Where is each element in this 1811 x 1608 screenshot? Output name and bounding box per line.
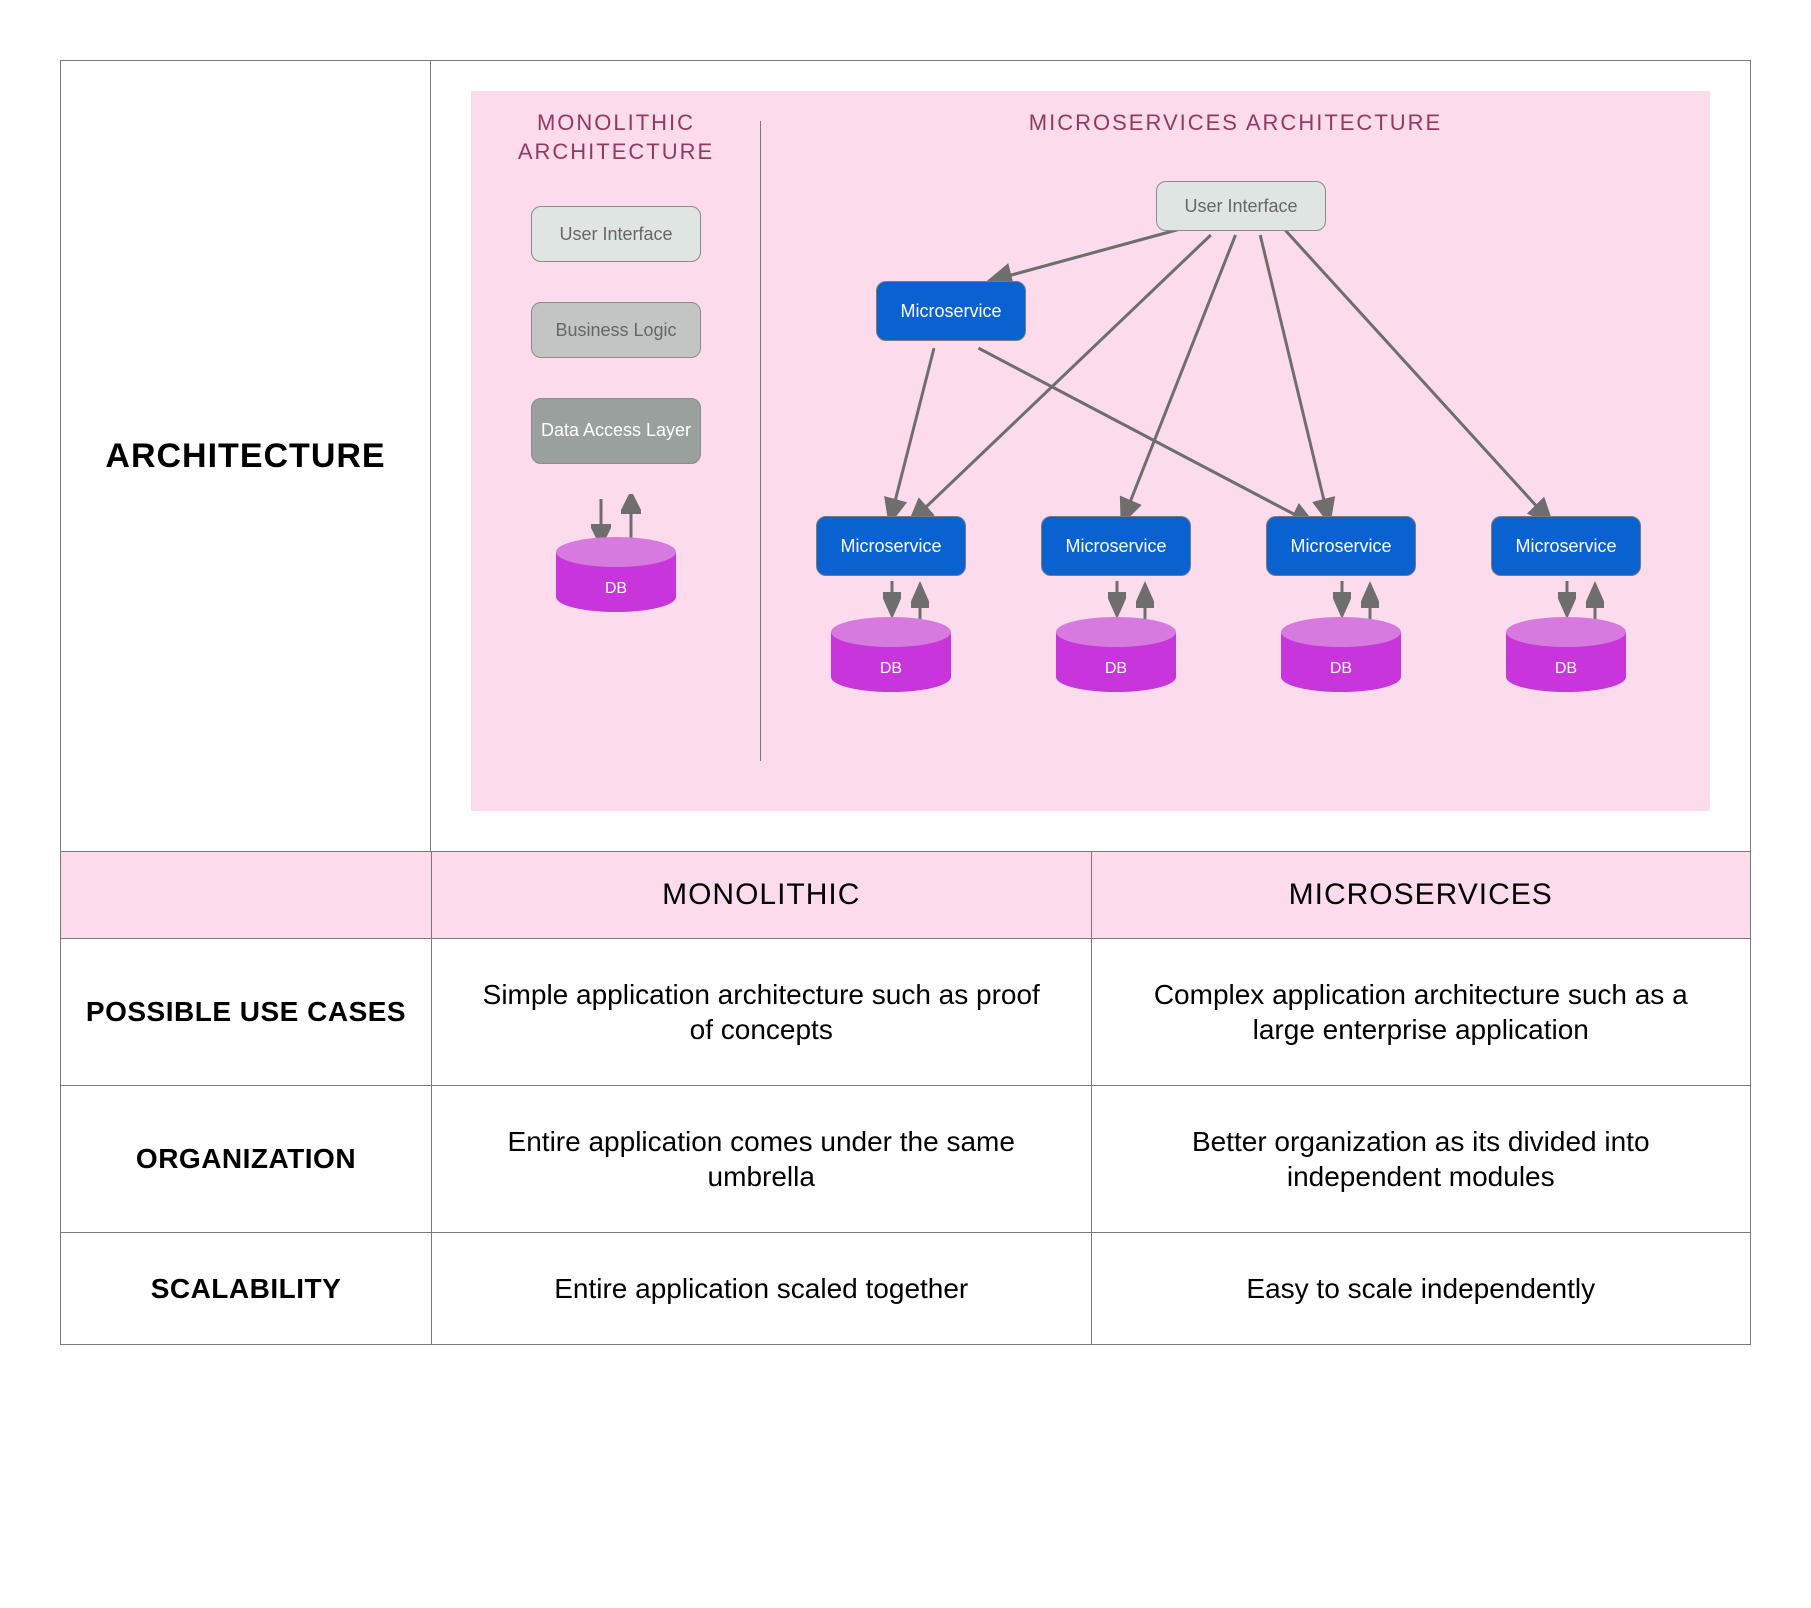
architecture-diagram-cell: MONOLITHIC ARCHITECTURE User Interface B… bbox=[431, 61, 1750, 851]
table-cell-monolithic: Simple application architecture such as … bbox=[431, 939, 1091, 1085]
table-header-monolithic: MONOLITHIC bbox=[431, 852, 1091, 938]
microservice-box-3: Microservice bbox=[1266, 516, 1416, 576]
microservice-db-2-label: DB bbox=[1105, 660, 1127, 678]
monolithic-bl-box: Business Logic bbox=[531, 302, 701, 358]
monolithic-db-wrap: DB bbox=[556, 504, 676, 612]
microservice-db-3: DB bbox=[1281, 632, 1401, 692]
microservice-box-1: Microservice bbox=[816, 516, 966, 576]
table-header-row: MONOLITHIC MICROSERVICES bbox=[61, 852, 1750, 939]
microservice-box-2: Microservice bbox=[1041, 516, 1191, 576]
table-row-label: ORGANIZATION bbox=[61, 1086, 431, 1232]
table-row: SCALABILITY Entire application scaled to… bbox=[61, 1233, 1750, 1344]
microservice-db-1: DB bbox=[831, 632, 951, 692]
table-cell-microservices: Better organization as its divided into … bbox=[1091, 1086, 1751, 1232]
microservice-db-3-label: DB bbox=[1330, 660, 1352, 678]
microservice-db-4: DB bbox=[1506, 632, 1626, 692]
table-cell-microservices: Easy to scale independently bbox=[1091, 1233, 1751, 1344]
comparison-container: ARCHITECTURE MONOLITHIC ARCHITECTURE Use… bbox=[60, 60, 1751, 1345]
microservices-ui-box: User Interface bbox=[1156, 181, 1326, 231]
table-cell-microservices: Complex application architecture such as… bbox=[1091, 939, 1751, 1085]
microservice-db-4-label: DB bbox=[1555, 660, 1577, 678]
monolithic-db: DB bbox=[556, 552, 676, 612]
table-row: ORGANIZATION Entire application comes un… bbox=[61, 1086, 1750, 1233]
monolithic-title: MONOLITHIC ARCHITECTURE bbox=[491, 109, 741, 166]
microservice-box-top: Microservice bbox=[876, 281, 1026, 341]
monolithic-da-box: Data Access Layer bbox=[531, 398, 701, 464]
monolithic-ui-box: User Interface bbox=[531, 206, 701, 262]
monolithic-panel: MONOLITHIC ARCHITECTURE User Interface B… bbox=[471, 91, 761, 811]
microservice-db-2: DB bbox=[1056, 632, 1176, 692]
microservices-panel: MICROSERVICES ARCHITECTURE bbox=[761, 91, 1710, 811]
table-cell-monolithic: Entire application scaled together bbox=[431, 1233, 1091, 1344]
table-row: POSSIBLE USE CASES Simple application ar… bbox=[61, 939, 1750, 1086]
microservices-title: MICROSERVICES ARCHITECTURE bbox=[781, 109, 1690, 138]
architecture-row-label: ARCHITECTURE bbox=[61, 61, 431, 851]
table-row-label: POSSIBLE USE CASES bbox=[61, 939, 431, 1085]
architecture-row: ARCHITECTURE MONOLITHIC ARCHITECTURE Use… bbox=[61, 61, 1750, 852]
microservice-box-4: Microservice bbox=[1491, 516, 1641, 576]
table-row-label: SCALABILITY bbox=[61, 1233, 431, 1344]
table-cell-monolithic: Entire application comes under the same … bbox=[431, 1086, 1091, 1232]
table-header-microservices: MICROSERVICES bbox=[1091, 852, 1751, 938]
table-header-spacer bbox=[61, 852, 431, 938]
architecture-diagram-panel: MONOLITHIC ARCHITECTURE User Interface B… bbox=[471, 91, 1710, 811]
microservice-db-1-label: DB bbox=[880, 660, 902, 678]
monolithic-db-label: DB bbox=[605, 580, 627, 598]
